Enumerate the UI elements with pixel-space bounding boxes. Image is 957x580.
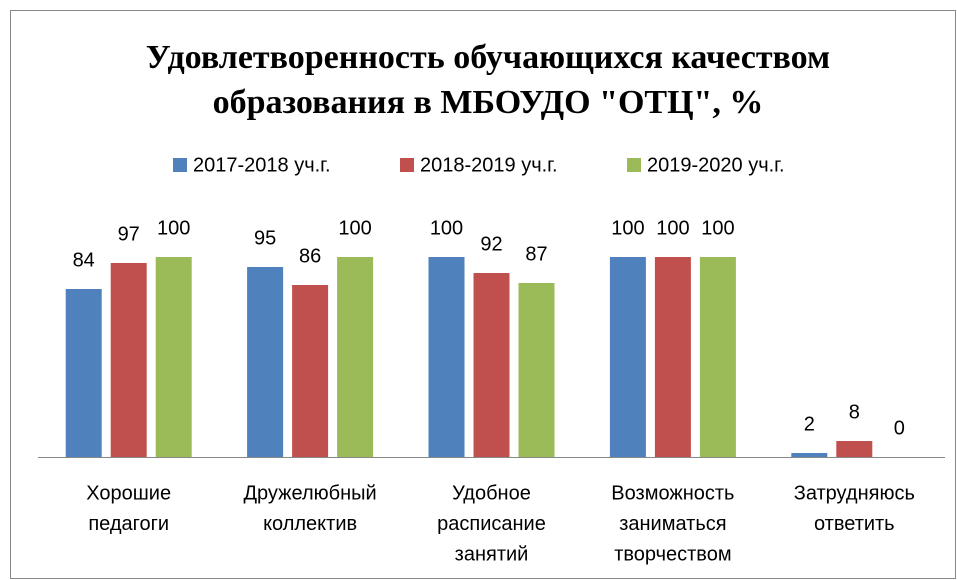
legend-label: 2017-2018 уч.г. — [193, 154, 331, 176]
legend-swatch — [400, 158, 414, 172]
x-tick-label: занятий — [455, 543, 529, 565]
bar — [654, 257, 691, 457]
data-label: 95 — [254, 227, 276, 249]
data-label: 0 — [894, 417, 905, 439]
legend-label: 2019-2020 уч.г. — [647, 154, 785, 176]
data-label: 8 — [849, 401, 860, 423]
x-tick-label: Дружелюбный — [243, 482, 376, 504]
data-label: 97 — [118, 223, 140, 245]
data-label: 100 — [430, 217, 463, 239]
chart-title: Удовлетворенность обучающихся качеством — [146, 39, 830, 76]
data-label: 84 — [73, 249, 95, 271]
data-label: 2 — [804, 413, 815, 435]
x-tick-label: педагоги — [88, 513, 169, 535]
data-label: 100 — [701, 217, 734, 239]
x-tick-label: ответить — [814, 513, 895, 535]
bar — [791, 453, 828, 457]
bar — [518, 283, 555, 457]
bar — [337, 257, 374, 457]
x-tick-label: Хорошие — [86, 482, 171, 504]
data-label: 92 — [480, 233, 502, 255]
x-tick-label: расписание — [437, 513, 546, 535]
bar — [699, 257, 736, 457]
legend-swatch — [627, 158, 641, 172]
data-label: 87 — [525, 243, 547, 265]
data-label: 100 — [656, 217, 689, 239]
x-tick-label: Затрудняюсь — [794, 482, 915, 504]
data-label: 100 — [157, 217, 190, 239]
bar — [428, 257, 465, 457]
data-label: 100 — [611, 217, 644, 239]
bar — [473, 273, 510, 457]
x-tick-label: коллектив — [263, 513, 357, 535]
chart-title: образования в МБОУДО "ОТЦ", % — [213, 84, 764, 121]
x-tick-label: Возможность — [611, 482, 734, 504]
bar — [155, 257, 192, 457]
bar — [292, 285, 329, 457]
x-tick-label: заниматься — [619, 513, 726, 535]
legend-swatch — [173, 158, 187, 172]
bar — [247, 267, 284, 457]
bar — [609, 257, 646, 457]
bar — [836, 441, 873, 457]
legend-label: 2018-2019 уч.г. — [420, 154, 558, 176]
x-tick-label: Удобное — [452, 482, 531, 504]
data-label: 100 — [338, 217, 371, 239]
data-label: 86 — [299, 245, 321, 267]
bar — [110, 263, 147, 457]
bar — [65, 289, 102, 457]
x-tick-label: творчеством — [614, 543, 731, 565]
